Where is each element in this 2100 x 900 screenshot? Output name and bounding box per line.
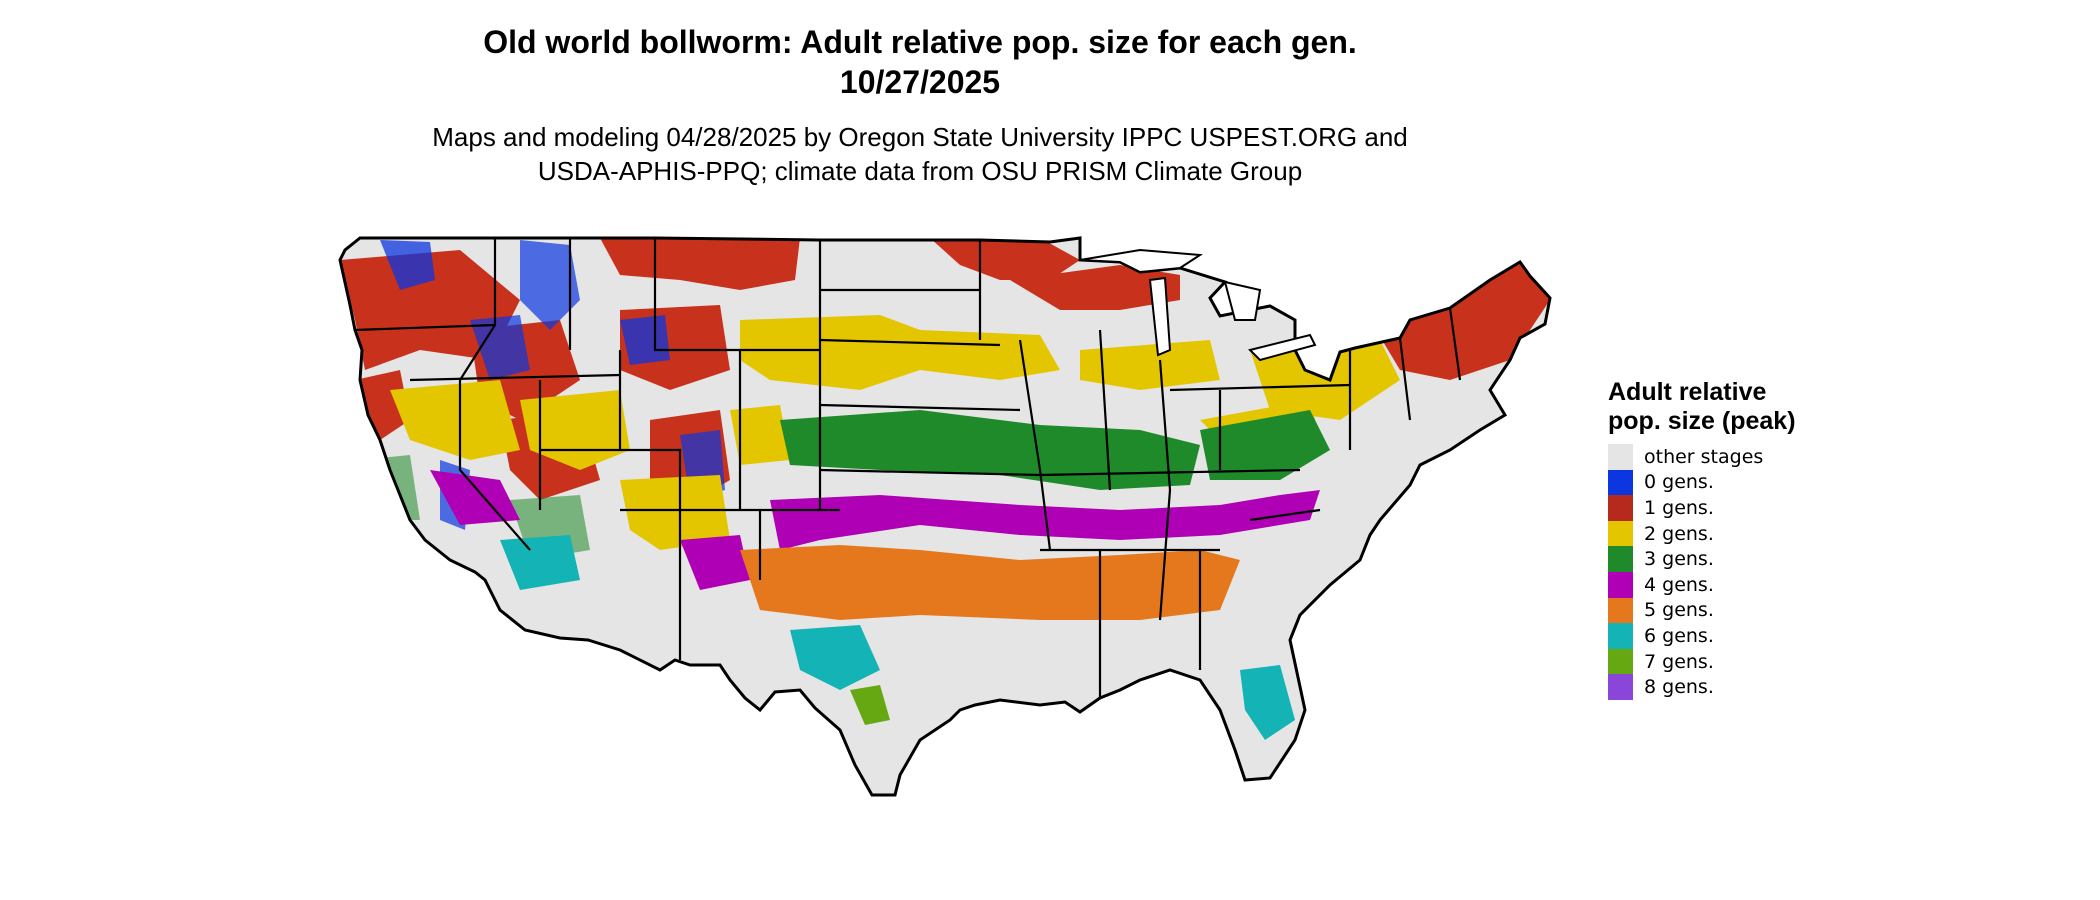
legend-label: 3 gens. — [1644, 548, 1714, 571]
us-outline — [338, 236, 1552, 797]
legend-swatch — [1608, 571, 1633, 598]
map-title-line-2: 10/27/2025 — [839, 64, 1001, 100]
zone-1-gen-northeast — [1370, 260, 1550, 380]
zone-2-gen-colorado-plains — [730, 405, 790, 465]
legend: Adult relative pop. size (peak) other st… — [1608, 378, 1808, 700]
zone-6-gen-florida — [1240, 665, 1295, 740]
legend-item: 2 gens. — [1608, 520, 1808, 547]
legend-swatch — [1608, 546, 1633, 572]
map-header: Old world bollworm: Adult relative pop. … — [0, 22, 1840, 188]
legend-label: 4 gens. — [1644, 573, 1714, 596]
legend-swatch — [1608, 520, 1633, 547]
legend-item: 1 gens. — [1608, 495, 1808, 521]
legend-swatch — [1608, 444, 1633, 470]
legend-swatch — [1608, 623, 1633, 649]
map-subtitle: Maps and modeling 04/28/2025 by Oregon S… — [0, 120, 1840, 188]
legend-swatch — [1608, 469, 1633, 496]
zone-0-gen-wyoming-mtns — [620, 315, 670, 365]
us-map — [338, 236, 1552, 797]
legend-swatch — [1608, 495, 1633, 521]
zone-1-gen-california-coast — [355, 370, 410, 440]
legend-item: 0 gens. — [1608, 469, 1808, 496]
legend-item: 8 gens. — [1608, 674, 1808, 700]
zone-1-gen-minnesota — [930, 238, 1080, 280]
legend-swatch — [1608, 648, 1633, 675]
zone-5-gen-gulf — [740, 545, 1240, 620]
zone-0-gen-cascades — [380, 240, 435, 290]
generation-zones — [340, 238, 1550, 740]
legend-label: 7 gens. — [1644, 650, 1714, 673]
legend-item: 5 gens. — [1608, 597, 1808, 624]
zone-3-gen-kansas-missouri — [780, 410, 1200, 490]
legend-label: other stages — [1644, 445, 1764, 468]
legend-label: 6 gens. — [1644, 624, 1714, 647]
legend-label: 1 gens. — [1644, 496, 1714, 519]
lake-michigan — [1148, 276, 1172, 357]
map-subtitle-line-2: USDA-APHIS-PPQ; climate data from OSU PR… — [537, 156, 1303, 186]
zone-1-gen-northern-plains — [600, 238, 800, 290]
lake-erie — [1248, 333, 1317, 362]
legend-label: 8 gens. — [1644, 676, 1714, 699]
zone-4-gen-southern-belt — [770, 490, 1320, 550]
legend-swatch — [1608, 597, 1633, 624]
map-subtitle-line-1: Maps and modeling 04/28/2025 by Oregon S… — [432, 122, 1408, 152]
zone-2-gen-new-mexico — [620, 475, 730, 550]
map-title-line-1: Old world bollworm: Adult relative pop. … — [483, 24, 1357, 60]
lake-superior — [1079, 248, 1203, 274]
zone-4-gen-texas-panhandle — [680, 535, 750, 590]
zone-0-gen-idaho-mtns — [520, 240, 580, 330]
zone-3-gen-california — [360, 455, 420, 520]
zone-7-gen-texas-tip — [850, 685, 890, 725]
zone-3-gen-virginia — [1200, 410, 1330, 480]
zone-2-gen-pennsylvania — [1250, 340, 1400, 420]
map-title: Old world bollworm: Adult relative pop. … — [0, 22, 1840, 102]
legend-label: 5 gens. — [1644, 599, 1714, 622]
legend-item: 6 gens. — [1608, 623, 1808, 649]
state-borders — [354, 238, 1462, 700]
legend-item: other stages — [1608, 444, 1808, 470]
zone-2-gen-ohio-valley — [1080, 340, 1220, 390]
legend-items: other stages 0 gens. 1 gens. 2 gens. 3 gens.… — [1608, 444, 1808, 700]
zone-2-gen-iowa — [920, 330, 1060, 380]
legend-title: Adult relative pop. size (peak) — [1608, 378, 1796, 435]
zone-2-gen-plains — [740, 315, 920, 390]
zone-0-gen-rockies — [470, 315, 530, 380]
lake-huron — [1223, 280, 1262, 321]
legend-item: 4 gens. — [1608, 571, 1808, 598]
legend-item: 7 gens. — [1608, 648, 1808, 675]
zone-6-gen-south-texas — [790, 625, 880, 690]
zone-2-gen-great-basin — [390, 380, 520, 460]
zone-1-gen-upper-midwest — [1010, 265, 1180, 310]
zone-6-gen-arizona — [500, 535, 580, 590]
legend-swatch — [1608, 674, 1633, 700]
legend-item: 3 gens. — [1608, 546, 1808, 572]
legend-label: 2 gens. — [1644, 522, 1714, 545]
legend-label: 0 gens. — [1644, 471, 1714, 494]
